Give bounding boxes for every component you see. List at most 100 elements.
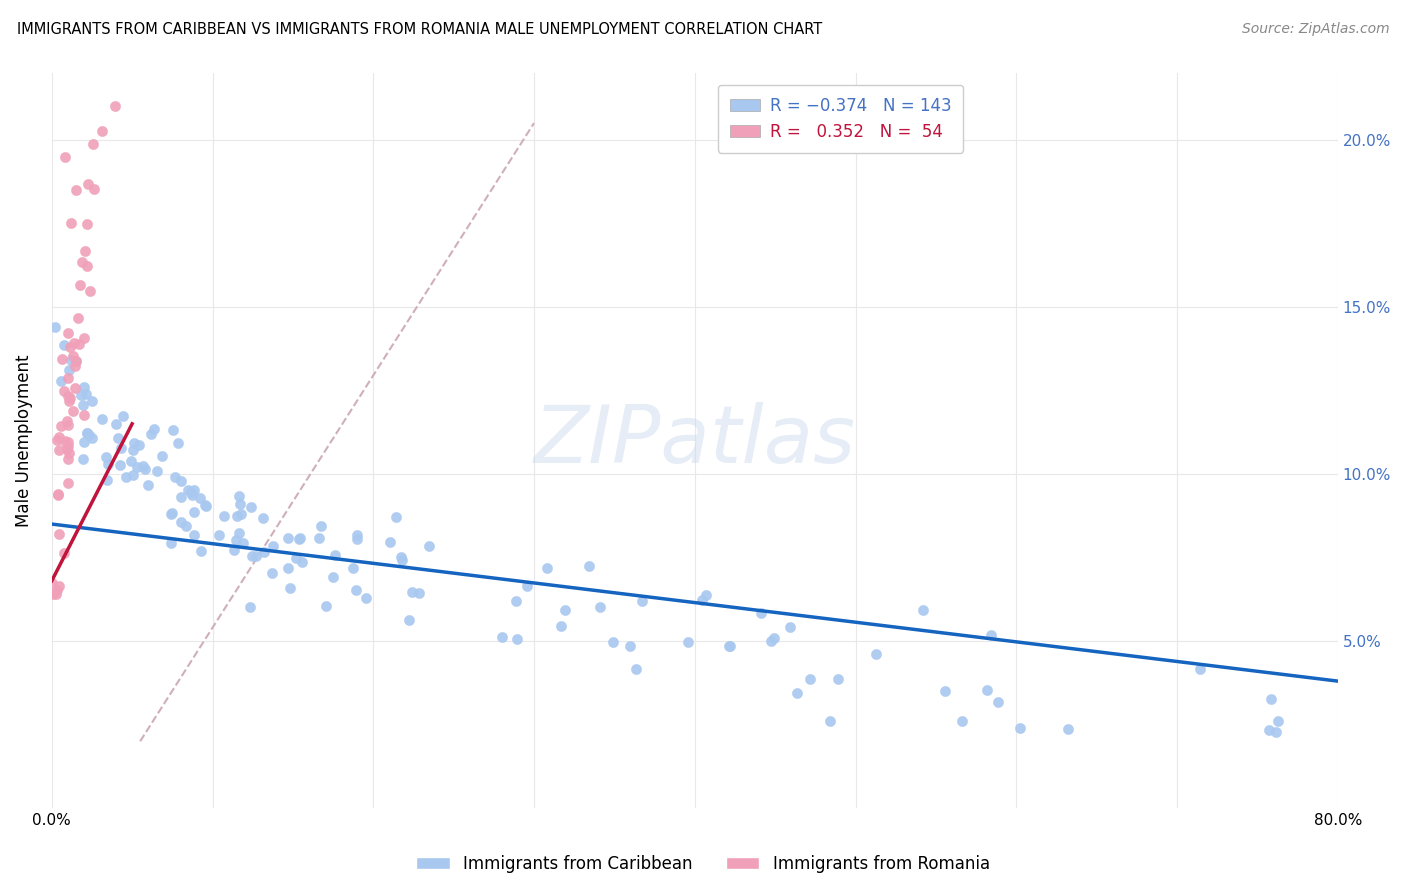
Point (146, 464, 169, 478)
Point (225, 508, 247, 523)
Point (46, 583, 69, 598)
Point (554, 603, 576, 617)
Point (80, 431, 103, 445)
Point (536, 561, 558, 575)
Point (385, 510, 408, 524)
Point (142, 421, 165, 435)
Point (950, 714, 973, 728)
Point (46, 433, 69, 447)
Point (1257, 723, 1279, 737)
Point (398, 613, 420, 627)
Point (65, 381, 87, 395)
Point (59, 340, 82, 354)
Point (96, 473, 118, 487)
Point (188, 491, 211, 505)
Point (46, 488, 69, 502)
Point (224, 542, 246, 557)
Point (112, 409, 135, 423)
Point (695, 588, 717, 602)
Point (183, 528, 205, 542)
Point (177, 483, 200, 497)
Point (1265, 725, 1288, 739)
Point (418, 539, 440, 553)
Point (48, 527, 70, 541)
Point (82, 137, 104, 152)
Point (278, 581, 301, 595)
Point (107, 431, 129, 445)
Point (48, 442, 70, 457)
Point (42, 587, 65, 601)
Point (58, 417, 80, 432)
Point (1008, 722, 1031, 736)
Text: IMMIGRANTS FROM CARIBBEAN VS IMMIGRANTS FROM ROMANIA MALE UNEMPLOYMENT CORRELATI: IMMIGRANTS FROM CARIBBEAN VS IMMIGRANTS … (17, 22, 823, 37)
Point (139, 427, 162, 442)
Point (578, 559, 600, 574)
Point (588, 600, 610, 615)
Point (180, 485, 202, 500)
Point (105, 417, 128, 432)
Y-axis label: Male Unemployment: Male Unemployment (15, 354, 32, 527)
Point (65, 354, 87, 368)
Point (378, 535, 401, 549)
Point (290, 531, 312, 545)
Point (76, 217, 98, 231)
Point (208, 528, 231, 542)
Point (150, 449, 173, 463)
Point (170, 474, 193, 488)
Point (97, 457, 120, 471)
Point (1267, 714, 1289, 729)
Point (195, 499, 218, 513)
Point (325, 548, 347, 562)
Point (70, 255, 93, 269)
Point (987, 695, 1010, 709)
Point (505, 594, 527, 608)
Point (288, 532, 311, 546)
Point (1260, 692, 1282, 706)
Point (62, 335, 84, 350)
Point (121, 453, 143, 467)
Point (934, 684, 956, 698)
Point (73, 435, 96, 450)
Legend: Immigrants from Caribbean, Immigrants from Romania: Immigrants from Caribbean, Immigrants fr… (409, 848, 997, 880)
Point (59, 391, 82, 405)
Point (1057, 723, 1080, 737)
Point (160, 536, 183, 550)
Point (91, 412, 114, 426)
Point (52, 338, 75, 352)
Point (308, 532, 330, 546)
Point (228, 526, 250, 541)
Legend: R = −0.374   N = 143, R =   0.352   N =  54: R = −0.374 N = 143, R = 0.352 N = 54 (718, 85, 963, 153)
Point (491, 630, 513, 644)
Point (110, 442, 132, 456)
Point (45, 587, 67, 601)
Point (240, 549, 263, 563)
Point (749, 606, 772, 620)
Point (676, 635, 699, 649)
Point (132, 459, 155, 474)
Point (239, 600, 262, 615)
Point (799, 672, 821, 686)
Point (225, 533, 247, 548)
Point (980, 628, 1002, 642)
Point (76, 177, 98, 191)
Point (77, 428, 100, 442)
Point (70, 388, 93, 402)
Point (122, 436, 145, 450)
Point (48, 430, 70, 444)
Point (73, 331, 96, 345)
Point (59, 352, 82, 367)
Point (75, 387, 97, 401)
Point (60, 216, 83, 230)
Text: Source: ZipAtlas.com: Source: ZipAtlas.com (1241, 22, 1389, 37)
Point (169, 515, 191, 529)
Point (56, 371, 79, 385)
Point (315, 599, 337, 613)
Point (718, 639, 741, 653)
Point (342, 561, 364, 575)
Point (718, 639, 741, 653)
Point (550, 619, 572, 633)
Point (53, 149, 76, 163)
Point (53, 545, 76, 559)
Point (229, 497, 252, 511)
Point (506, 632, 529, 646)
